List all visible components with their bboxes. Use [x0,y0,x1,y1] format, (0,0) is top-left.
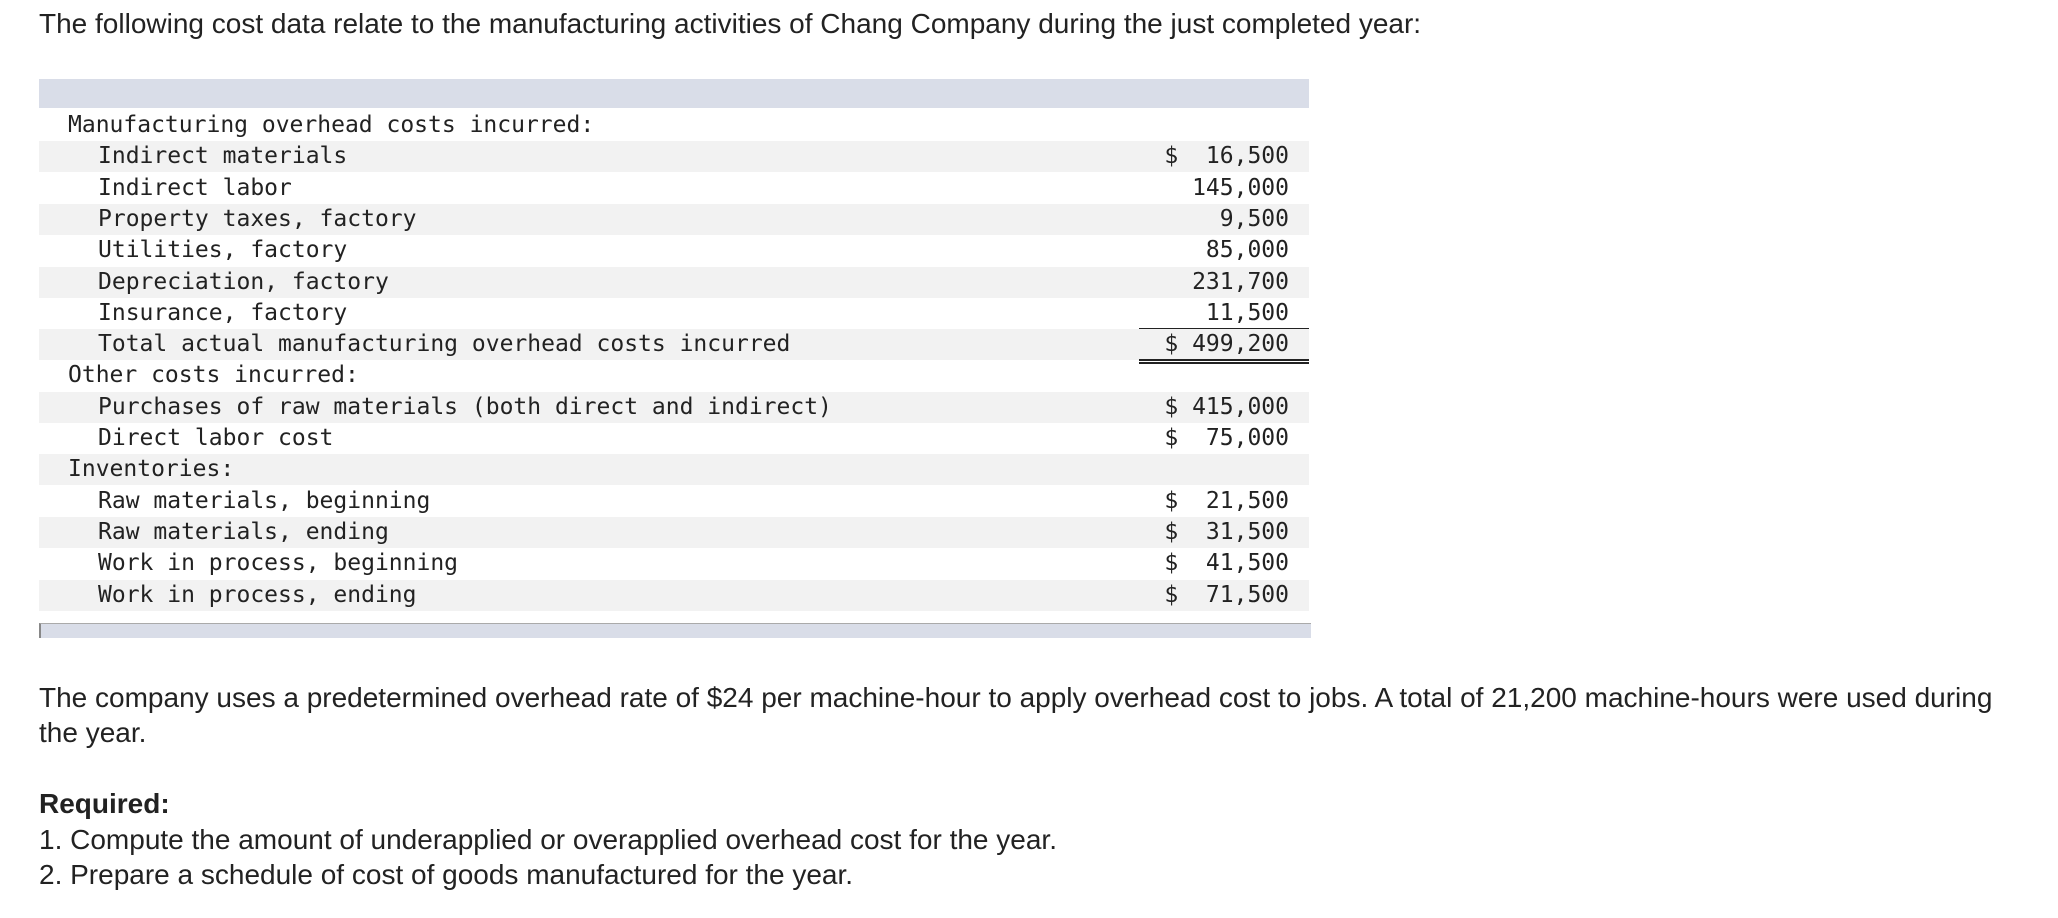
value-rule [1139,298,1309,330]
item-label: Utilities, factory [98,237,348,264]
item-value: $ 31,500 [1164,518,1289,545]
item-row: Depreciation, factory 231,700 [39,266,1309,298]
item-value: $ 415,000 [1164,393,1289,420]
item-label: Depreciation, factory [98,268,389,295]
required-title: Required: [39,788,170,819]
section-heading: Manufacturing overhead costs incurred: [68,112,595,138]
item-value: 85,000 [1205,237,1289,264]
item-row: Direct labor cost $ 75,000 [39,423,1309,454]
item-label: Raw materials, beginning [98,487,431,514]
item-value: $ 16,500 [1164,143,1289,170]
item-row: Work in process, ending $ 71,500 [39,579,1309,611]
item-label: Raw materials, ending [98,518,389,545]
intro: The following cost data relate to the ma… [39,8,1422,39]
item-row: Insurance, factory 11,500 [39,298,1309,330]
item-value: 11,500 [1205,299,1289,326]
item-row: Indirect labor 145,000 [39,173,1309,204]
item-label: Work in process, ending [98,581,417,608]
item-row: Raw materials, beginning $ 21,500 [39,486,1309,517]
item-value: $ 71,500 [1164,581,1289,608]
table-footer-bar [39,623,1311,638]
item-label: Total actual manufacturing overhead cost… [98,331,791,358]
item-value: $ 21,500 [1164,487,1289,514]
item-label: Property taxes, factory [98,205,417,232]
item-row: Total actual manufacturing overhead cost… [39,329,1309,365]
item-label: Insurance, factory [98,299,348,326]
item-row: Property taxes, factory 9,500 [39,203,1309,235]
item-value: $ 41,500 [1164,550,1289,577]
section-row: Manufacturing overhead costs incurred: [39,110,1309,141]
item-label: Work in process, beginning [98,550,459,577]
table-header-bar [39,79,1309,108]
item-row: Indirect materials $ 16,500 [39,141,1309,173]
item-value: $ 75,000 [1164,425,1289,451]
section-heading: Other costs incurred: [68,362,359,389]
item-value: 9,500 [1219,205,1289,232]
item-row: Raw materials, ending $ 31,500 [39,516,1309,548]
required-item: 1. Compute the amount of underapplied or… [39,824,1057,855]
item-row: Work in process, beginning $ 41,500 [39,548,1309,579]
section-row: Inventories: [39,454,1309,486]
item-value: $ 499,200 [1164,331,1289,358]
item-value: 145,000 [1192,174,1289,201]
section-row: Other costs incurred: [39,360,1309,391]
section-heading: Inventories: [68,456,235,483]
paragraph: The company uses a predetermined overhea… [39,682,1993,748]
item-row: Utilities, factory 85,000 [39,235,1309,266]
item-row: Purchases of raw materials (both direct … [39,391,1309,423]
value-rule [1139,329,1309,365]
item-label: Indirect materials [98,143,348,170]
item-value: 231,700 [1192,268,1289,295]
item-label: Direct labor cost [98,425,334,451]
item-label: Purchases of raw materials (both direct … [98,393,832,420]
item-label: Indirect labor [98,174,292,201]
required-item: 2. Prepare a schedule of cost of goods m… [39,859,854,890]
